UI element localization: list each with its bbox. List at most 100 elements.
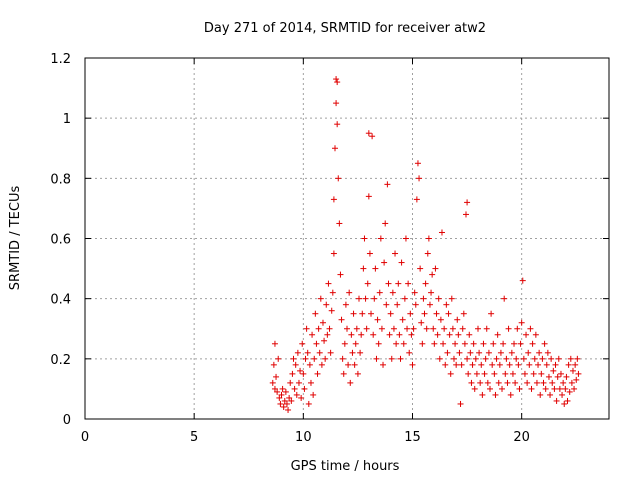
data-point [327,349,334,356]
data-point [352,340,359,347]
data-point [506,361,513,368]
data-point [557,370,564,377]
data-point [369,133,376,140]
data-point [412,301,419,308]
data-point [336,220,343,227]
data-point [273,373,280,380]
data-point [301,385,308,392]
data-point [294,349,301,356]
data-point [441,325,448,332]
data-point [381,259,388,266]
data-point [388,355,395,362]
data-point [382,220,389,227]
x-tick-label: 20 [513,430,530,445]
data-point [514,325,521,332]
x-tick-label: 10 [295,430,312,445]
data-point [505,325,512,332]
data-point [341,340,348,347]
data-point [564,397,571,404]
data-point [518,319,525,326]
data-point [300,370,307,377]
data-point [293,391,300,398]
data-point [372,265,379,272]
axis-ticks: 0 5 10 15 20 0 0.2 0.4 0.6 0.8 1 1.2 [50,52,609,445]
data-point [299,340,306,347]
data-point [504,379,511,386]
data-point [425,235,432,242]
data-point [274,388,281,395]
data-point [481,370,488,377]
data-point [304,349,311,356]
data-point [550,367,557,374]
data-point [552,361,559,368]
data-point [549,379,556,386]
data-point [437,316,444,323]
data-point [563,373,570,380]
data-point [571,385,578,392]
data-point [560,379,567,386]
data-point [290,355,297,362]
data-point [453,361,460,368]
data-point [487,385,494,392]
data-point [384,181,391,188]
data-point [318,361,325,368]
data-point [478,361,485,368]
data-point [409,361,416,368]
data-point [281,397,288,404]
data-point [407,310,414,317]
data-point [328,307,335,314]
data-point [529,340,536,347]
data-point [358,331,365,338]
data-point [433,310,440,317]
data-point [443,301,450,308]
data-point [371,295,378,302]
data-point [556,385,563,392]
data-point [456,349,463,356]
data-point [459,325,466,332]
data-point [497,349,504,356]
data-point [339,355,346,362]
data-point [454,316,461,323]
data-point [378,325,385,332]
data-point [548,355,555,362]
data-point [405,280,412,287]
data-point [404,325,411,332]
x-tick-label: 15 [404,430,421,445]
data-point [396,331,403,338]
data-point [377,235,384,242]
data-point [484,379,491,386]
data-point [307,379,314,386]
data-point [565,361,572,368]
data-point [314,370,321,377]
data-point [270,361,277,368]
data-point [530,370,537,377]
data-point [374,316,381,323]
data-point [496,361,503,368]
data-point [416,175,423,182]
data-point [480,340,487,347]
data-point [319,319,326,326]
data-point [350,310,357,317]
data-point [315,325,322,332]
data-point [490,340,497,347]
data-point [485,349,492,356]
data-point [424,250,431,257]
data-point [458,361,465,368]
data-point [562,385,569,392]
data-point [279,385,286,392]
data-point [455,331,462,338]
data-point [491,370,498,377]
data-point [289,370,296,377]
data-point [362,295,369,302]
data-point [537,391,544,398]
data-point [288,397,295,404]
data-point [503,355,510,362]
data-point [438,229,445,236]
data-point [376,289,383,296]
data-point [276,394,283,401]
data-point [298,394,305,401]
data-point [470,340,477,347]
data-point [523,331,530,338]
data-point [542,385,549,392]
data-point [572,361,579,368]
